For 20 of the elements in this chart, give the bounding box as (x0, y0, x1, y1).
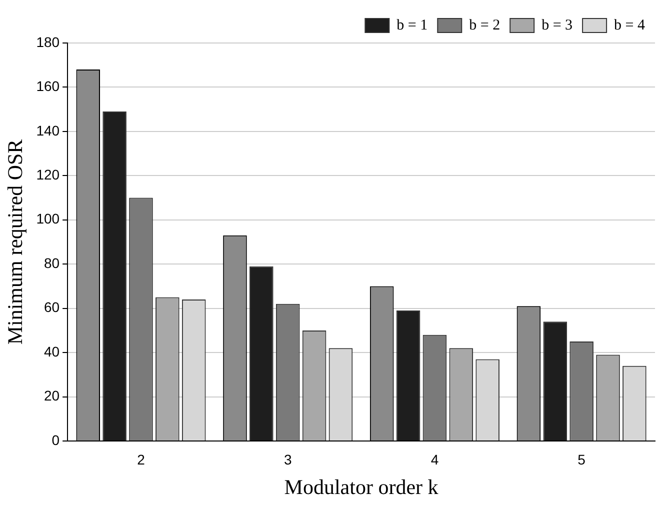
legend-label: b = 1 (396, 17, 428, 34)
legend-label: b = 2 (469, 17, 500, 34)
y-tick-label: 100 (36, 210, 60, 227)
x-tick-label: 3 (284, 451, 292, 468)
x-tick-label: 4 (430, 451, 439, 468)
y-tick-label: 60 (44, 299, 60, 316)
y-tick-label: 20 (44, 388, 60, 404)
y-tick-label: 40 (44, 343, 60, 360)
y-tick-label: 140 (36, 122, 60, 138)
legend-label: b = 3 (542, 17, 573, 34)
y-axis-title: Minimum required OSR (3, 139, 28, 345)
y-tick-label: 180 (36, 34, 60, 50)
legend-label: b = 4 (614, 17, 646, 34)
y-tick-label: 120 (36, 166, 60, 183)
x-axis-title: Modulator order k (284, 474, 439, 499)
y-tick-label: 160 (36, 78, 60, 94)
x-tick-label: 2 (137, 451, 146, 468)
y-tick-label: 80 (44, 254, 60, 271)
y-tick-label: 0 (52, 432, 60, 448)
x-tick-label: 5 (578, 451, 586, 468)
